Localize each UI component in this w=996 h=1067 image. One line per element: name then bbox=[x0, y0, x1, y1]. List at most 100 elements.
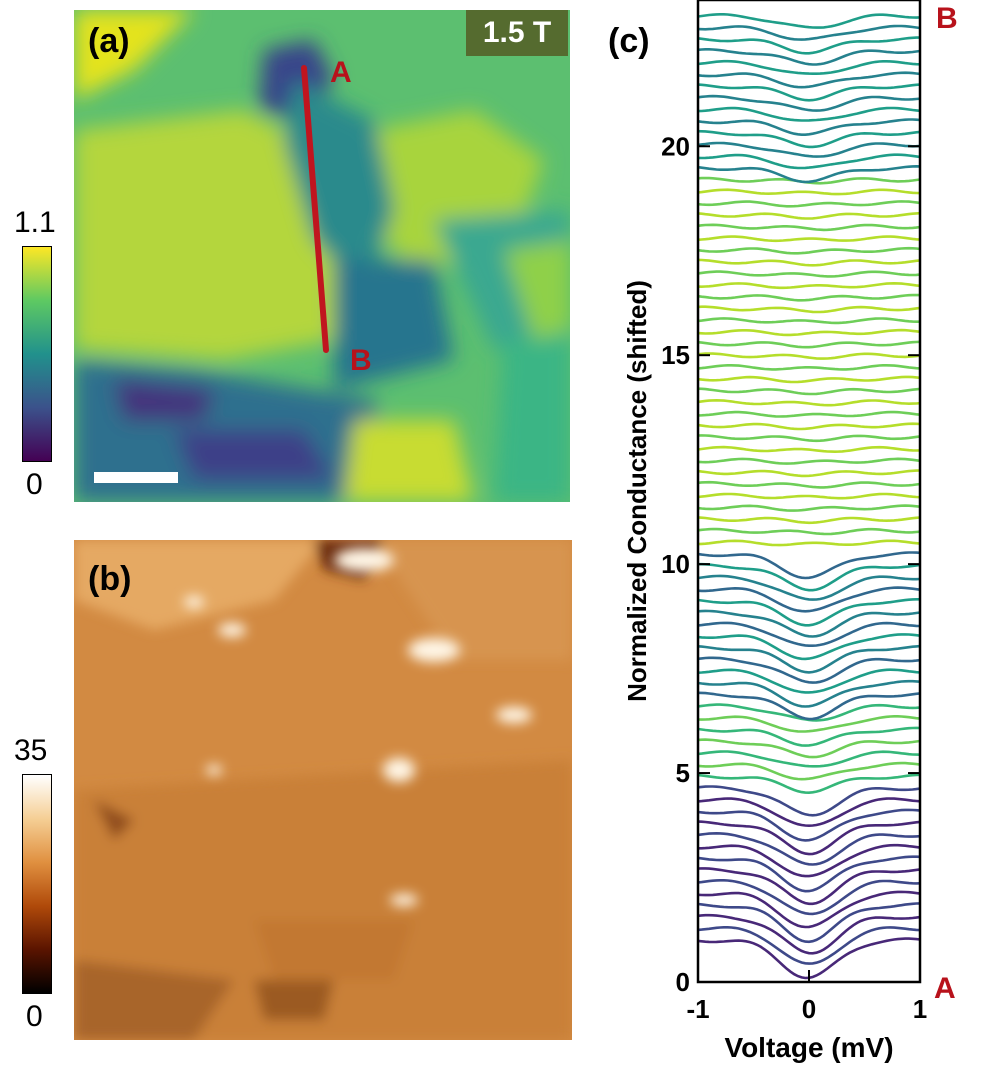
spectrum-curve bbox=[697, 679, 921, 708]
colorbar-b-max: 35 bbox=[14, 734, 48, 767]
spectrum-curve bbox=[697, 926, 921, 965]
spectrum-curve bbox=[697, 574, 921, 601]
y-tick-label: 0 bbox=[676, 967, 690, 997]
x-axis-label: Voltage (mV) bbox=[724, 1032, 893, 1063]
spectrum-curve bbox=[697, 422, 921, 431]
y-tick-label: 15 bbox=[661, 340, 690, 370]
spectrum-curve bbox=[697, 586, 921, 613]
spectrum-curve bbox=[697, 118, 921, 136]
y-tick-label: 5 bbox=[676, 758, 690, 788]
spectrum-curve bbox=[698, 843, 921, 878]
spectrum-curve bbox=[697, 94, 921, 112]
spectrum-curve bbox=[697, 398, 921, 407]
end-label-top: B bbox=[936, 2, 958, 35]
spectrum-curve bbox=[697, 270, 921, 278]
panel-label-c: (c) bbox=[608, 22, 650, 60]
spectrum-curve bbox=[697, 879, 921, 916]
spectrum-curve bbox=[697, 48, 921, 66]
spectrum-curve bbox=[697, 820, 921, 856]
spectrum-curve bbox=[697, 797, 921, 828]
spectrum-curve bbox=[697, 516, 921, 525]
spectrum-curve bbox=[697, 445, 921, 454]
spectrum-curve bbox=[697, 375, 921, 384]
spectrum-curve bbox=[697, 164, 921, 184]
spectrum-curve bbox=[697, 387, 921, 396]
spectrum-curve bbox=[697, 258, 921, 267]
scale-bar bbox=[94, 472, 178, 483]
spectrum-curve bbox=[697, 328, 921, 337]
spectrum-curve bbox=[697, 106, 921, 122]
spectrum-curve bbox=[697, 13, 921, 29]
spectrum-curve bbox=[697, 235, 921, 243]
spectrum-curve bbox=[697, 434, 921, 443]
spectrum-curve bbox=[697, 352, 921, 360]
conductance-map bbox=[74, 10, 570, 502]
spectrum-curve bbox=[697, 644, 921, 674]
spectrum-curve bbox=[697, 902, 921, 944]
spectrum-curve bbox=[697, 492, 921, 500]
spectrum-curve bbox=[697, 691, 921, 721]
colorbar-a-min: 0 bbox=[26, 468, 43, 501]
topography-map bbox=[74, 540, 572, 1040]
spectrum-curve bbox=[697, 598, 920, 627]
spectrum-curve bbox=[697, 200, 921, 208]
spectrum-curve bbox=[697, 469, 921, 478]
spectrum-curve bbox=[697, 504, 921, 512]
spectrum-curve bbox=[697, 71, 921, 89]
spectrum-curve bbox=[697, 24, 921, 41]
spectrum-curve bbox=[697, 609, 921, 638]
spectrum-curve bbox=[697, 211, 921, 220]
spectrum-curve bbox=[697, 36, 920, 55]
spectrum-curve bbox=[697, 890, 921, 929]
spectrum-curve bbox=[697, 141, 921, 158]
spectrum-curve bbox=[697, 738, 921, 759]
spectrum-curve bbox=[697, 246, 921, 255]
spectrum-curve bbox=[697, 867, 921, 906]
y-tick-label: 10 bbox=[661, 549, 690, 579]
spectrum-curve bbox=[697, 668, 921, 694]
colorbar-b bbox=[22, 774, 52, 994]
spectrum-curve bbox=[697, 715, 921, 733]
y-axis-label: Normalized Conductance (shifted) bbox=[622, 280, 652, 702]
spectrum-curve bbox=[697, 808, 921, 842]
spectrum-curve bbox=[697, 761, 921, 781]
spectrum-curve bbox=[697, 726, 921, 747]
spectrum-curve bbox=[697, 457, 921, 465]
spectrum-curve bbox=[697, 317, 920, 325]
spectrum-curve bbox=[697, 855, 921, 893]
spectrum-curve bbox=[697, 539, 921, 547]
spectrum-curve bbox=[697, 153, 921, 170]
spectrum-curve bbox=[697, 340, 921, 349]
field-badge: 1.5 T bbox=[466, 10, 568, 56]
spectrum-curve bbox=[697, 293, 921, 302]
spectrum-curve bbox=[697, 480, 921, 489]
spectrum-curve bbox=[697, 223, 921, 232]
line-start-label: A bbox=[330, 56, 352, 89]
spectrum-curve bbox=[698, 562, 921, 592]
panel-label-a: (a) bbox=[88, 22, 130, 60]
spectrum-curve bbox=[697, 831, 921, 866]
spectrum-curve bbox=[697, 750, 921, 768]
spectrum-curve bbox=[697, 410, 921, 418]
spectrum-curve bbox=[697, 305, 921, 314]
spectrum-curve bbox=[697, 621, 921, 647]
spectrum-curve bbox=[697, 527, 921, 536]
x-tick-label: 1 bbox=[913, 994, 927, 1024]
line-a-b bbox=[301, 65, 329, 353]
spectrum-curve bbox=[697, 633, 921, 661]
y-tick-label: 20 bbox=[661, 131, 690, 161]
spectrum-curve bbox=[697, 913, 921, 955]
x-tick-label: -1 bbox=[686, 994, 709, 1024]
spectrum-curve bbox=[697, 551, 921, 580]
x-tick-label: 0 bbox=[802, 994, 816, 1024]
line-end-label: B bbox=[350, 344, 372, 377]
colorbar-b-min: 0 bbox=[26, 1000, 43, 1033]
spectrum-curve bbox=[697, 83, 921, 102]
spectrum-curve bbox=[697, 59, 921, 75]
colorbar-a bbox=[22, 246, 52, 462]
spectrum-curve bbox=[697, 785, 921, 817]
spectrum-curve bbox=[697, 656, 921, 684]
end-label-bottom: A bbox=[934, 972, 956, 1005]
spectrum-curve bbox=[697, 281, 921, 290]
